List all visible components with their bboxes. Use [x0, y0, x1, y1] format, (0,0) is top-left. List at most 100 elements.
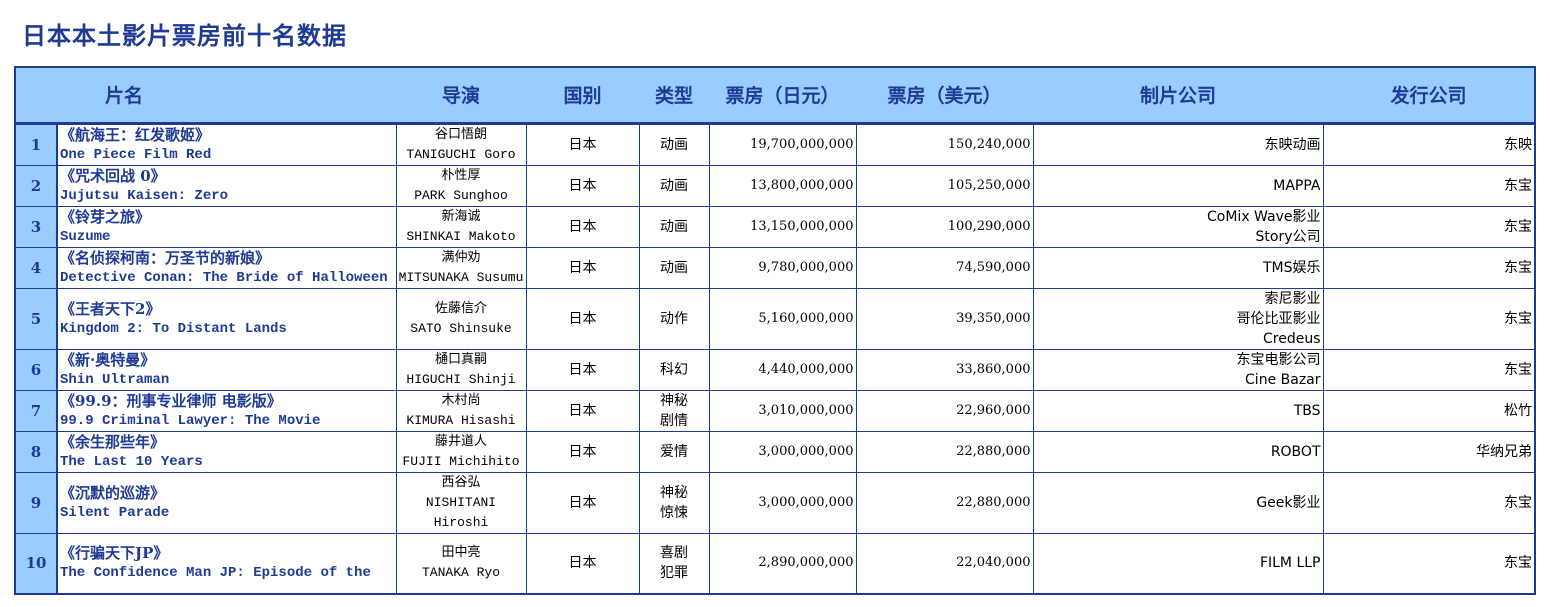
- producer-cell: TMS娱乐: [1032, 246, 1324, 289]
- director-wrap: 木村尚 KIMURA Hisashi: [399, 391, 524, 430]
- director-name: SATO Shinsuke: [410, 320, 512, 336]
- genre-label: 动画: [660, 218, 688, 235]
- director-name: 木村尚: [441, 392, 481, 408]
- country-cell: 日本: [525, 122, 640, 166]
- genre-label: 爱情: [660, 443, 688, 460]
- genre-label: 剧情: [660, 412, 688, 429]
- film-cell: 《名侦探柯南：万圣节的新娘》 Detective Conan: The Bride…: [56, 246, 397, 289]
- genre-label: 惊悚: [660, 504, 688, 521]
- genre-cell: 动画: [638, 205, 710, 248]
- film-title-en: Jujutsu Kaisen: Zero: [60, 187, 229, 204]
- film-title-wrap: 《王者天下2》 Kingdom 2: To Distant Lands: [60, 299, 394, 339]
- distributor-cell: 东宝: [1322, 471, 1536, 534]
- film-cell: 《王者天下2》 Kingdom 2: To Distant Lands: [56, 287, 397, 350]
- distributor-cell: 东宝: [1322, 246, 1536, 289]
- genre-cell: 喜剧 犯罪: [638, 532, 710, 595]
- director-name: KIMURA Hisashi: [406, 412, 516, 428]
- gross-usd-cell: 22,960,000: [855, 389, 1034, 432]
- gross-usd-cell: 22,880,000: [855, 471, 1034, 534]
- producer-name: 索尼影业: [1264, 290, 1321, 307]
- gross-jpy-cell: 9,780,000,000: [708, 246, 857, 289]
- director-wrap: 田中亮 TANAKA Ryo: [399, 543, 524, 583]
- header-row: 片名 导演 国别 类型 票房（日元） 票房（美元） 制片公司 发行公司: [15, 67, 1535, 125]
- director-name: NISHITANI: [425, 494, 497, 510]
- director-wrap: 藤井道人 FUJII Michihito: [399, 432, 524, 471]
- genre-cell: 动画: [638, 246, 710, 289]
- director-wrap: 佐藤信介 SATO Shinsuke: [399, 299, 524, 339]
- genre-label: 科幻: [660, 361, 688, 378]
- producer-name: FILM LLP: [1259, 555, 1321, 572]
- country-cell: 日本: [525, 348, 640, 391]
- director-wrap: 满仲劝 MITSUNAKA Susumu: [398, 248, 524, 287]
- director-cell: 佐藤信介 SATO Shinsuke: [395, 287, 527, 350]
- director-name: 樋口真嗣: [434, 351, 487, 367]
- film-title-en: 99.9 Criminal Lawyer: The Movie: [60, 412, 321, 429]
- director-name: TANAKA Ryo: [421, 565, 500, 581]
- film-cell: 《航海王：红发歌姬》 One Piece Film Red: [56, 122, 397, 166]
- producer-name: Credeus: [1262, 330, 1321, 347]
- director-name: SHINKAI Makoto: [406, 228, 516, 244]
- director-cell: 谷口悟朗 TANIGUCHI Goro: [395, 122, 527, 166]
- header-genre: 类型: [639, 67, 709, 125]
- genre-label: 动画: [660, 136, 688, 153]
- distributor-cell: 华纳兄弟: [1322, 430, 1536, 473]
- table-row: 2 《咒术回战 0》 Jujutsu Kaisen: Zero 朴性厚 PARK Sun…: [14, 164, 1536, 207]
- producer-cell: CoMix Wave影业 Story公司: [1032, 205, 1324, 248]
- header-rank: [15, 67, 57, 125]
- film-title-cn: 《航海王：红发歌姬》: [60, 125, 211, 144]
- gross-usd-cell: 74,590,000: [855, 246, 1034, 289]
- gross-jpy-cell: 13,800,000,000: [708, 164, 857, 207]
- film-title-cn: 《王者天下2》: [60, 299, 161, 318]
- genre-label: 神秘: [660, 392, 688, 409]
- header-gross-jpy: 票房（日元）: [709, 67, 856, 125]
- producer-name: 东映动画: [1264, 136, 1321, 153]
- rank-cell: 5: [14, 287, 58, 350]
- director-cell: 西谷弘 NISHITANI Hiroshi: [395, 471, 527, 534]
- film-cell: 《铃芽之旅》 Suzume: [56, 205, 397, 248]
- country-cell: 日本: [525, 205, 640, 248]
- genre-cell: 动画: [638, 164, 710, 207]
- director-cell: 木村尚 KIMURA Hisashi: [395, 389, 527, 432]
- gross-usd-cell: 39,350,000: [855, 287, 1034, 350]
- gross-jpy-cell: 3,010,000,000: [708, 389, 857, 432]
- film-cell: 《新·奥特曼》 Shin Ultraman: [56, 348, 397, 391]
- gross-usd-cell: 22,880,000: [855, 430, 1034, 473]
- table-row: 1 《航海王：红发歌姬》 One Piece Film Red 谷口悟朗 TANIGUC…: [14, 122, 1536, 166]
- rank-cell: 10: [14, 532, 58, 595]
- film-title-cn: 《咒术回战 0》: [60, 166, 166, 185]
- producer-name: 哥伦比亚影业: [1236, 310, 1321, 327]
- distributor-cell: 东宝: [1322, 532, 1536, 595]
- film-title-wrap: 《名侦探柯南：万圣节的新娘》 Detective Conan: The Bride…: [60, 248, 394, 287]
- director-name: 谷口悟朗: [434, 126, 487, 142]
- film-title-en: Suzume: [60, 228, 111, 245]
- director-wrap: 西谷弘 NISHITANI Hiroshi: [399, 473, 524, 532]
- director-name: 满仲劝: [441, 249, 481, 265]
- distributor-cell: 东宝: [1322, 205, 1536, 248]
- director-name: 西谷弘: [441, 474, 481, 490]
- film-title-cn: 《沉默的巡游》: [60, 483, 166, 502]
- director-wrap: 樋口真嗣 HIGUCHI Shinji: [399, 350, 524, 389]
- film-title-wrap: 《沉默的巡游》 Silent Parade: [60, 483, 394, 523]
- rank-cell: 4: [14, 246, 58, 289]
- genre-label: 动画: [660, 177, 688, 194]
- film-title-wrap: 《咒术回战 0》 Jujutsu Kaisen: Zero: [60, 166, 394, 205]
- country-cell: 日本: [525, 246, 640, 289]
- film-title-en: The Confidence Man JP: Episode of the He…: [60, 565, 371, 582]
- film-title-cn: 《99.9：刑事专业律师 电影版》: [60, 391, 282, 410]
- director-name: MITSUNAKA Susumu: [398, 269, 524, 285]
- country-cell: 日本: [525, 164, 640, 207]
- gross-usd-cell: 22,040,000: [855, 532, 1034, 595]
- gross-usd-cell: 33,860,000: [855, 348, 1034, 391]
- genre-label: 动画: [660, 259, 688, 276]
- genre-label: 神秘: [660, 484, 688, 501]
- country-cell: 日本: [525, 471, 640, 534]
- film-title-wrap: 《余生那些年》 The Last 10 Years: [60, 432, 394, 471]
- film-title-cn: 《余生那些年》: [60, 432, 166, 451]
- producer-cell: TBS: [1032, 389, 1324, 432]
- gross-jpy-cell: 5,160,000,000: [708, 287, 857, 350]
- director-name: HIGUCHI Shinji: [406, 371, 516, 387]
- rank-cell: 7: [14, 389, 58, 432]
- genre-cell: 动作: [638, 287, 710, 350]
- producer-cell: 东宝电影公司 Cine Bazar: [1032, 348, 1324, 391]
- gross-usd-cell: 105,250,000: [855, 164, 1034, 207]
